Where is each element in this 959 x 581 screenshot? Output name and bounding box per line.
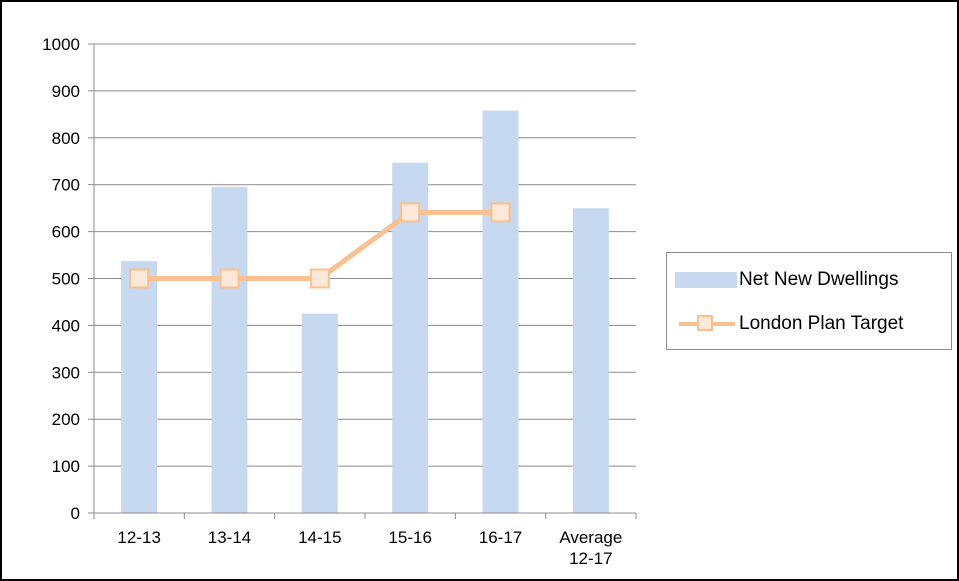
y-tick-label: 200 [52, 410, 80, 429]
x-tick-label: 15-16 [388, 528, 431, 547]
bar [211, 187, 248, 514]
y-tick-label: 500 [52, 270, 80, 289]
y-tick-label: 1000 [42, 35, 80, 54]
tick-labels: 0 100 200 300 400 500 600 700 800 900 1000 12-13 13-… [42, 35, 622, 568]
bar [301, 313, 338, 513]
line-point-marker [400, 202, 421, 223]
legend-bar-swatch [675, 272, 737, 288]
y-tick-label: 600 [52, 223, 80, 242]
legend-swatch-line [675, 311, 737, 337]
y-tick-label: 0 [71, 504, 80, 523]
x-tick-label: 12-17 [569, 549, 612, 568]
legend-item-net-new-dwellings: Net New Dwellings [667, 267, 898, 293]
y-tick-label: 800 [52, 129, 80, 148]
bar [482, 110, 519, 514]
x-tick-label: 14-15 [298, 528, 341, 547]
bar [572, 208, 609, 513]
line-point-marker [219, 268, 240, 289]
y-tick-label: 300 [52, 363, 80, 382]
legend-swatch-bar [675, 267, 737, 293]
legend-item-london-plan-target: London Plan Target [667, 311, 903, 337]
legend-label: Net New Dwellings [739, 269, 899, 290]
line-point-marker [309, 268, 330, 289]
x-tick-label: 12-13 [117, 528, 160, 547]
line-point-marker [129, 268, 150, 289]
x-tick-label: 16-17 [479, 528, 522, 547]
x-tick-label: 13-14 [208, 528, 251, 547]
y-tick-label: 400 [52, 316, 80, 335]
legend-marker-swatch [697, 315, 713, 331]
line-point-marker [490, 202, 511, 223]
legend-label: London Plan Target [739, 313, 904, 334]
legend: Net New Dwellings London Plan Target [666, 252, 952, 350]
y-tick-label: 900 [52, 82, 80, 101]
y-tick-label: 700 [52, 176, 80, 195]
axes [88, 43, 637, 519]
line-series [129, 202, 511, 289]
x-tick-label: Average [559, 528, 622, 547]
bar [121, 261, 158, 513]
gridlines [94, 43, 636, 467]
y-tick-label: 100 [52, 457, 80, 476]
bar-series [121, 110, 609, 514]
